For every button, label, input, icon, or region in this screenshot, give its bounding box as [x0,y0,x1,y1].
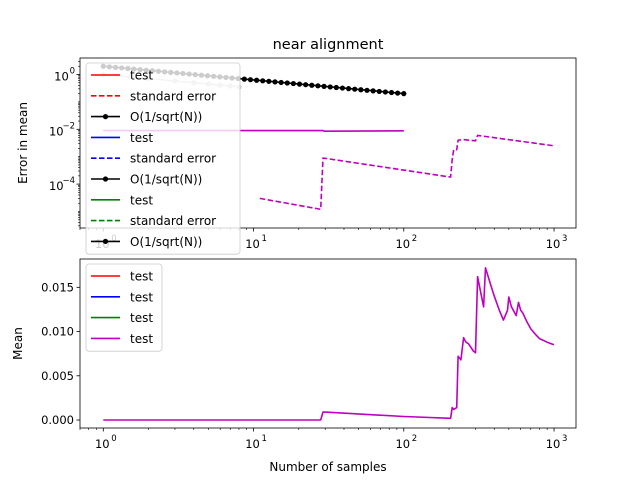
series-marker [260,78,266,84]
x-tick-label: 10 [95,437,110,451]
series-marker [253,77,260,83]
legend-label: test [130,311,153,325]
y-tick-label: 10 [49,179,64,193]
series-marker [370,88,376,94]
legend-label: test [130,290,153,304]
series-marker [321,83,327,89]
x-tick-label: 10 [546,437,561,451]
series-marker [290,80,296,87]
y-axis-label: Error in mean [16,102,30,184]
series-marker [278,79,284,86]
chart-title: near alignment [273,37,384,53]
series-marker [266,78,272,84]
series-marker [376,88,382,95]
legend-label: standard error [130,214,216,228]
x-tick-exponent: 0 [111,434,116,444]
series-group [103,266,555,421]
x-tick-exponent: 2 [412,234,417,244]
series-marker [345,86,352,92]
bottom-axes: 10 0 10 1 10 2 10 30.0000.0050.0100.015MeanNumb… [11,258,577,474]
series-marker [382,89,388,95]
x-tick-exponent: 3 [562,434,567,444]
legend-label: test [130,270,153,284]
x-tick-label: 10 [245,437,260,451]
y-tick-exponent: −4 [62,176,75,186]
series-marker [303,82,309,88]
y-tick-exponent: 0 [70,66,75,76]
series-marker [247,77,254,83]
series-marker [388,89,395,96]
y-tick-label: 0.015 [41,280,74,294]
x-tick-exponent: 3 [562,234,567,244]
series-marker [364,87,370,93]
series-marker [395,90,401,96]
axes-frame [79,57,577,229]
x-tick-label: 10 [245,237,260,251]
y-tick-label: 0.000 [41,413,74,427]
legend-label: test [130,332,153,346]
series-line-0 [103,266,555,421]
series-marker [352,86,358,92]
y-tick-exponent: −2 [62,121,75,131]
series-marker [241,76,247,82]
x-tick-exponent: 1 [262,234,267,244]
legend-label: test [130,69,153,83]
series-marker [327,84,333,90]
x-axis-label: Number of samples [269,460,386,474]
series-marker [284,80,290,86]
legend-label: test [130,131,153,145]
x-tick-label: 10 [395,237,410,251]
series-marker [296,81,303,87]
y-tick-label: 10 [54,69,69,83]
legend-box [85,62,241,255]
legend-label: standard error [130,152,216,166]
legend-label: O(1/sqrt(N)) [130,110,202,124]
series-marker [309,82,315,88]
series-marker [272,79,278,85]
legend-marker [102,176,109,182]
legend-label: test [130,193,153,207]
y-tick-label: 10 [49,124,64,138]
series-line-1 [259,134,555,211]
y-axis-label: Mean [11,327,25,360]
x-tick-exponent: 2 [412,434,417,444]
series-marker [315,83,321,89]
legend-label: standard error [130,89,216,103]
legend-label: O(1/sqrt(N)) [130,173,202,187]
legend-label: O(1/sqrt(N)) [130,235,202,249]
legend-box [85,263,163,352]
legend-marker [102,114,109,120]
axes-frame [79,258,577,429]
y-tick-label: 0.010 [41,325,74,339]
x-tick-label: 10 [395,437,410,451]
x-tick-label: 10 [546,237,561,251]
series-marker [401,91,407,97]
series-marker [333,84,339,91]
y-tick-label: 0.005 [41,369,74,383]
series-marker [339,85,346,91]
series-marker [358,87,364,93]
legend-marker [102,238,109,244]
x-tick-exponent: 1 [262,434,267,444]
